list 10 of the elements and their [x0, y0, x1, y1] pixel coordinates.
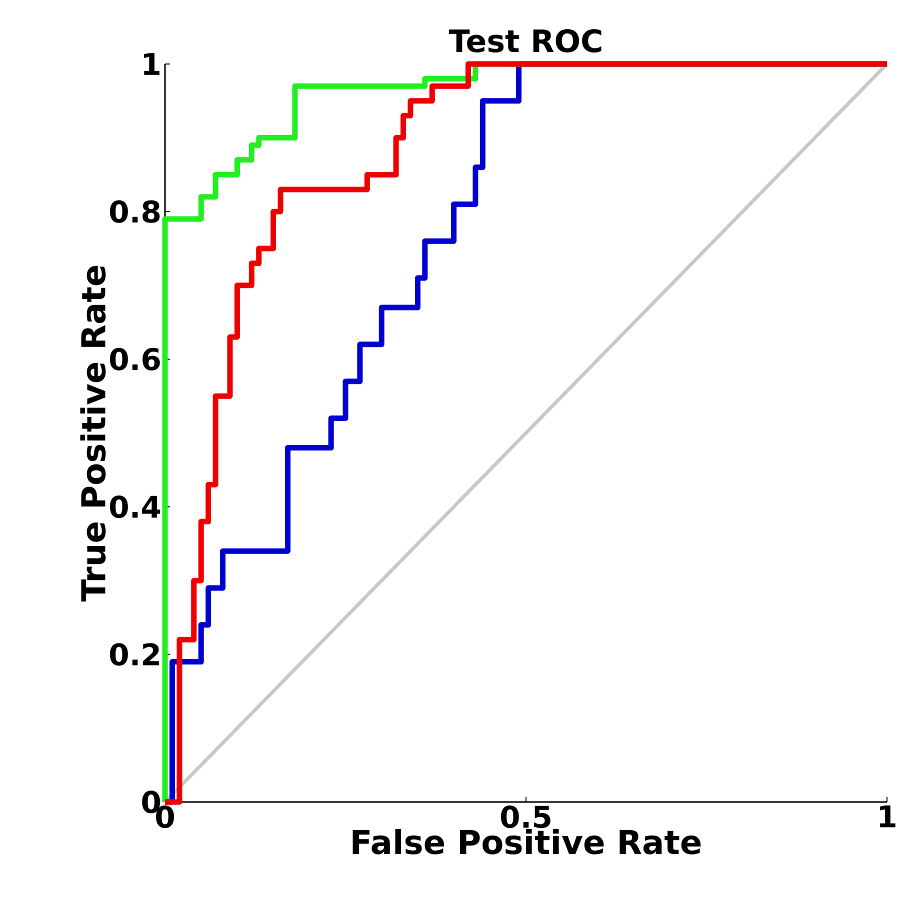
- y-tick-label: 1: [144, 53, 160, 75]
- x-tick-label: 1: [880, 806, 896, 828]
- y-tick-label: 0.2: [110, 643, 159, 666]
- x-tick-label: 0.5: [500, 806, 550, 828]
- y-tick-label: 0.4: [110, 495, 160, 518]
- y-axis-title: True Positive Rate: [80, 266, 106, 602]
- y-tick-label: 0.6: [110, 348, 160, 370]
- x-axis-title: False Positive Rate: [352, 828, 701, 854]
- y-tick-label: 0.8: [110, 200, 160, 223]
- chart-title: Test ROC: [448, 29, 602, 52]
